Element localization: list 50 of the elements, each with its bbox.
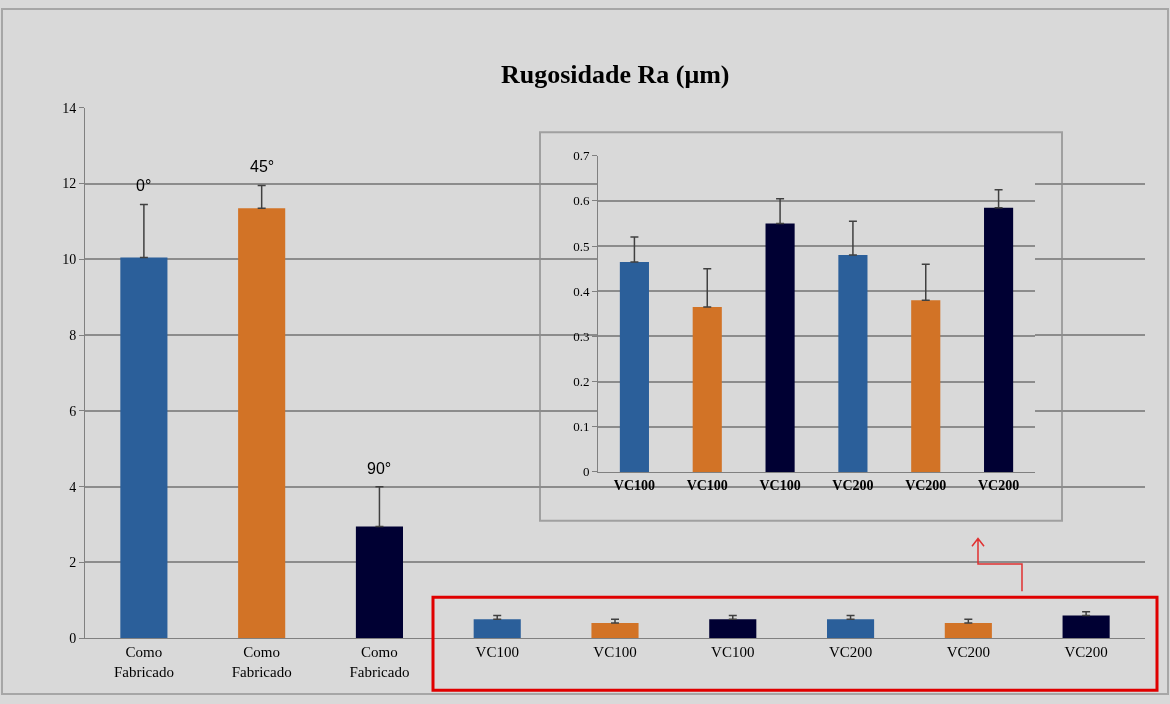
y-tick-label: 0.6 — [573, 193, 590, 209]
y-tick-label: 0.3 — [573, 328, 590, 344]
bar — [473, 619, 521, 639]
x-tick-label: Como Fabricado — [113, 644, 174, 680]
bar — [827, 619, 875, 639]
annotation: 0° — [136, 177, 152, 194]
x-tick-label: VC200 — [946, 644, 990, 661]
bar — [619, 261, 649, 472]
bar — [911, 300, 941, 472]
chart-title: Rugosidade Ra (μm) — [501, 60, 730, 89]
x-tick-label: Como Fabricado — [231, 644, 292, 680]
bar — [709, 619, 757, 639]
y-tick-label: 4 — [69, 479, 77, 495]
y-tick-label: 0 — [69, 631, 77, 647]
bar — [591, 623, 639, 639]
bar — [984, 207, 1014, 472]
y-tick-label: 8 — [69, 328, 77, 344]
x-tick-label: Como Fabricado — [349, 644, 410, 680]
x-tick-label: VC200 — [905, 477, 947, 493]
y-tick-label: 0.7 — [573, 148, 590, 164]
x-tick-label: VC100 — [475, 644, 519, 661]
y-tick-label: 0.4 — [573, 283, 590, 299]
x-tick-label: VC100 — [759, 477, 801, 493]
annotation: 90° — [367, 460, 392, 477]
bar — [120, 257, 168, 639]
x-tick-label: VC200 — [832, 477, 874, 493]
x-tick-label: VC100 — [686, 477, 728, 493]
y-tick-label: 6 — [69, 403, 77, 419]
y-tick-label: 10 — [62, 252, 77, 268]
x-tick-label: VC100 — [613, 477, 656, 493]
bar — [838, 255, 868, 472]
bar — [355, 526, 403, 639]
bar — [1062, 615, 1110, 639]
x-tick-label: VC100 — [593, 644, 637, 661]
y-tick-label: 0.1 — [573, 419, 590, 435]
y-tick-label: 0.5 — [573, 238, 590, 254]
y-tick-label: 12 — [62, 176, 77, 192]
y-tick-label: 0.2 — [573, 374, 590, 390]
x-tick-label: VC200 — [977, 477, 1020, 493]
bar — [692, 307, 722, 472]
x-tick-label: VC200 — [1064, 644, 1108, 661]
bar — [238, 208, 286, 639]
y-tick-label: 14 — [62, 100, 77, 116]
y-tick-label: 0 — [582, 464, 590, 480]
x-tick-label: VC100 — [711, 644, 755, 661]
annotation: 45° — [250, 158, 275, 175]
x-tick-label: VC200 — [828, 644, 873, 661]
bar — [944, 623, 992, 639]
bar — [765, 223, 795, 472]
y-tick-label: 2 — [69, 555, 77, 571]
